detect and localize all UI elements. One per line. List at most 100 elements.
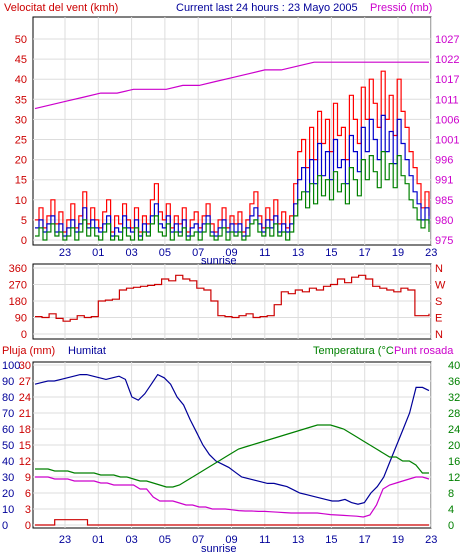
- rain-ytick-3: 70: [2, 408, 14, 420]
- temp-ytick-10: 0: [448, 520, 454, 532]
- x-tick-top-6: 11: [259, 247, 270, 259]
- x-tick-bottom-6: 11: [259, 534, 270, 546]
- pressure-ytick-8: 985: [435, 195, 453, 207]
- pressure-ytick-0: 1027: [435, 34, 459, 46]
- x-tick-top-4: 07: [192, 247, 204, 259]
- dir-compass-1: W: [435, 280, 446, 292]
- wind-ytick-1: 45: [15, 54, 27, 66]
- humidity-ytick-0: 30: [19, 360, 31, 372]
- rain-ytick-7: 30: [2, 472, 14, 484]
- temp-ytick-0: 40: [448, 360, 460, 372]
- humidity-ytick-6: 12: [19, 456, 31, 468]
- dir-ytick-0: 360: [9, 263, 27, 275]
- x-tick-top-9: 17: [359, 247, 371, 259]
- wind-ytick-0: 50: [15, 34, 27, 46]
- humidity-ytick-1: 27: [19, 376, 31, 388]
- humidity-label: Humitat: [68, 345, 106, 357]
- wind-ytick-8: 10: [15, 195, 27, 207]
- pressure-ytick-6: 996: [435, 155, 453, 167]
- axis-labels: 2323010103030505070709091111131315151717…: [2, 34, 460, 546]
- dir-ytick-1: 270: [9, 280, 27, 292]
- x-tick-top-10: 19: [392, 247, 404, 259]
- rain-ytick-5: 50: [2, 440, 14, 452]
- sunrise-label-bottom: sunrise: [201, 543, 236, 555]
- rain-ytick-8: 20: [2, 488, 14, 500]
- temp-ytick-1: 36: [448, 376, 460, 388]
- x-tick-bottom-7: 13: [292, 534, 304, 546]
- humidity-ytick-10: 0: [25, 520, 31, 532]
- x-tick-top-11: 23: [425, 247, 437, 259]
- temp-ytick-8: 8: [448, 488, 454, 500]
- sunrise-label-top: sunrise: [201, 255, 236, 267]
- wind-ytick-2: 40: [15, 74, 27, 86]
- temp-ytick-5: 20: [448, 440, 460, 452]
- rain-ytick-4: 60: [2, 424, 14, 436]
- rain-ytick-2: 80: [2, 392, 14, 404]
- rain-ytick-1: 90: [2, 376, 14, 388]
- wind-speed-title: Velocitat del vent (kmh): [4, 2, 118, 14]
- rain-ytick-10: 0: [2, 520, 8, 532]
- dir-ytick-3: 90: [15, 313, 27, 325]
- pressure-line: [34, 61, 429, 110]
- humidity-ytick-3: 21: [19, 408, 31, 420]
- dewpoint-line: [35, 476, 430, 518]
- wind-ytick-4: 30: [15, 114, 27, 126]
- x-tick-bottom-4: 07: [192, 534, 204, 546]
- chart-period-title: Current last 24 hours : 23 Mayo 2005: [176, 2, 358, 14]
- pressure-ytick-5: 1001: [435, 135, 459, 147]
- temp-ytick-6: 16: [448, 456, 460, 468]
- wind-direction-line: [35, 274, 430, 322]
- dir-compass-2: S: [435, 296, 442, 308]
- rain-label: Pluja (mm): [2, 345, 55, 357]
- temperature-label: Temperatura (°C: [313, 345, 394, 357]
- pressure-ytick-9: 980: [435, 215, 453, 227]
- pressure-ytick-1: 1022: [435, 54, 459, 66]
- wind-green-line: [35, 151, 430, 241]
- humidity-ytick-8: 6: [25, 488, 31, 500]
- humidity-ytick-2: 24: [19, 392, 31, 404]
- humidity-ytick-4: 18: [19, 424, 31, 436]
- humidity-ytick-9: 3: [25, 504, 31, 516]
- wind-ytick-9: 5: [21, 215, 27, 227]
- dir-ytick-4: 0: [21, 329, 27, 341]
- temp-ytick-7: 12: [448, 472, 460, 484]
- series-layer: [34, 61, 430, 526]
- grid-lines: [33, 17, 432, 528]
- x-tick-top-8: 15: [325, 247, 337, 259]
- wind-ytick-5: 25: [15, 135, 27, 147]
- pressure-ytick-10: 975: [435, 235, 453, 247]
- pressure-ytick-3: 1011: [435, 94, 459, 106]
- x-tick-bottom-10: 19: [392, 534, 404, 546]
- humidity-ytick-7: 9: [25, 472, 31, 484]
- pressure-ytick-7: 991: [435, 175, 453, 187]
- humidity-line: [34, 373, 430, 505]
- x-tick-top-2: 03: [125, 247, 137, 259]
- x-tick-bottom-5: 09: [225, 534, 237, 546]
- x-tick-top-0: 23: [59, 247, 71, 259]
- wind-ytick-6: 20: [15, 155, 27, 167]
- rain-ytick-9: 10: [2, 504, 14, 516]
- dir-ytick-2: 180: [9, 296, 27, 308]
- pressure-ytick-2: 1017: [435, 74, 459, 86]
- dir-compass-4: N: [435, 329, 443, 341]
- x-tick-top-3: 05: [159, 247, 171, 259]
- rain-line: [35, 519, 429, 526]
- x-tick-bottom-1: 01: [92, 534, 104, 546]
- x-tick-bottom-3: 05: [159, 534, 171, 546]
- temp-ytick-3: 28: [448, 408, 460, 420]
- dir-compass-0: N: [435, 263, 443, 275]
- wind-ytick-7: 15: [15, 175, 27, 187]
- x-tick-bottom-0: 23: [59, 534, 71, 546]
- humidity-ytick-5: 15: [19, 440, 31, 452]
- temp-ytick-4: 24: [448, 424, 460, 436]
- temperature-line: [35, 424, 429, 488]
- x-tick-bottom-11: 23: [425, 534, 437, 546]
- x-tick-top-1: 01: [92, 247, 104, 259]
- temp-ytick-9: 4: [448, 504, 454, 516]
- pressure-ytick-4: 1006: [435, 114, 459, 126]
- rain-ytick-6: 40: [2, 456, 14, 468]
- x-tick-bottom-2: 03: [125, 534, 137, 546]
- x-tick-bottom-8: 15: [325, 534, 337, 546]
